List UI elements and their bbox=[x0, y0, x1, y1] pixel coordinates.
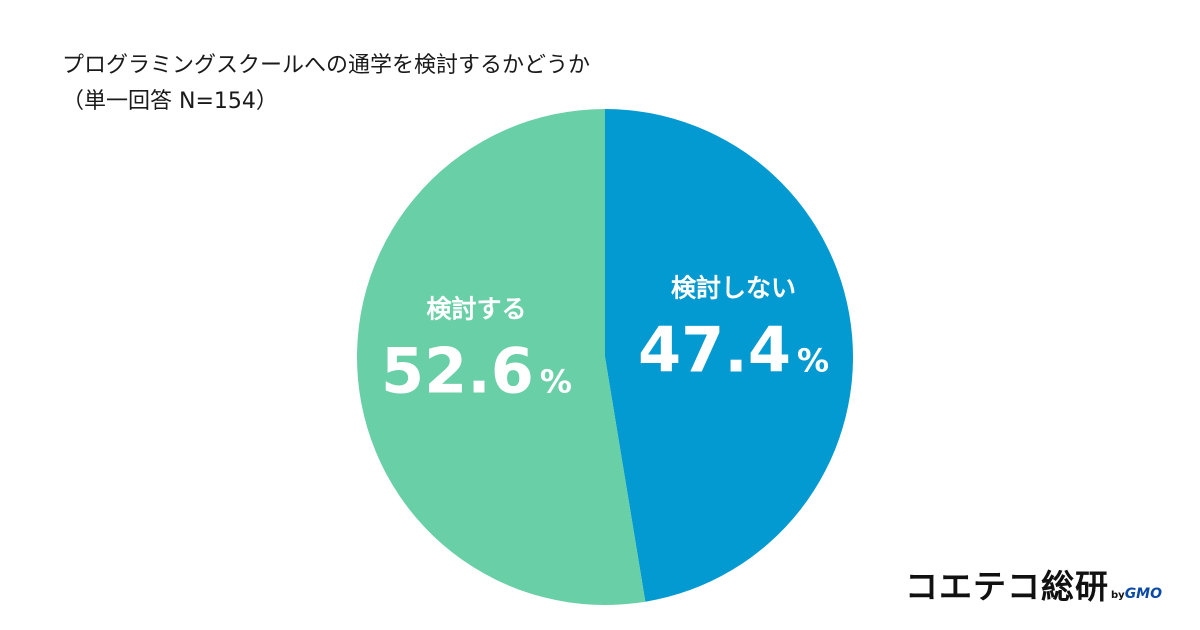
slice-value-1: 47.4% bbox=[638, 313, 829, 386]
pie-slice-2 bbox=[357, 109, 646, 605]
logo-company: GMO bbox=[1124, 586, 1163, 602]
slice-value-2: 52.6% bbox=[381, 335, 572, 408]
logo-text: コエテコ総研 bbox=[905, 567, 1109, 606]
slice-label-2: 検討する bbox=[426, 295, 526, 324]
logo-by: by bbox=[1111, 590, 1125, 601]
slice-label-1: 検討しない bbox=[671, 273, 796, 302]
chart-title: プログラミングスクールへの通学を検討するかどうか bbox=[62, 53, 591, 78]
chart-title-block: プログラミングスクールへの通学を検討するかどうか （単一回答 N=154） bbox=[62, 48, 590, 120]
brand-logo: コエテコ総研 byGMO bbox=[905, 560, 1162, 608]
pie-slice-1 bbox=[605, 109, 854, 602]
chart-subtitle: （単一回答 N=154） bbox=[62, 89, 278, 114]
